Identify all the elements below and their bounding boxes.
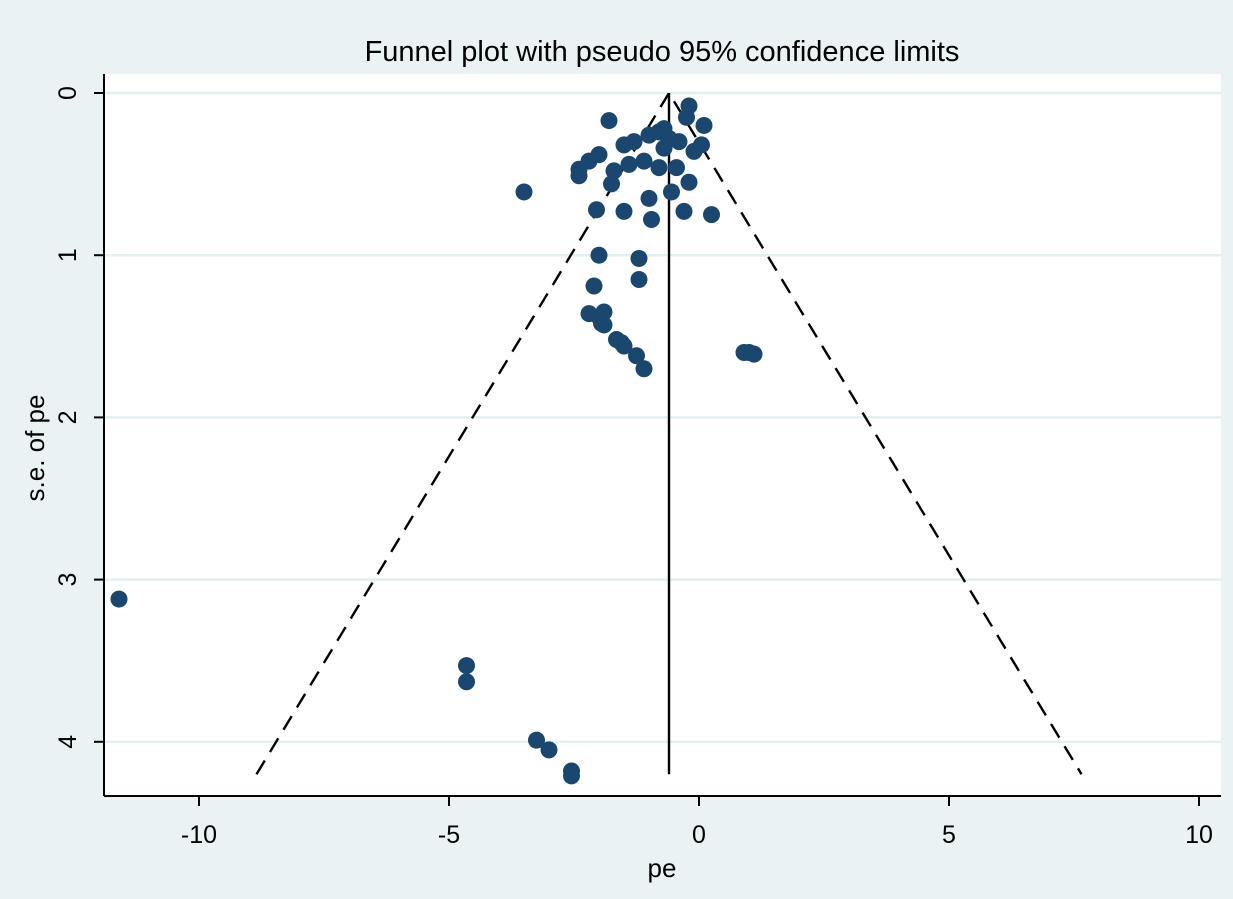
y-axis-label: s.e. of pe	[20, 395, 50, 502]
grid-lines	[104, 91, 1221, 744]
data-point	[703, 206, 720, 224]
x-tick-label: -10	[181, 821, 217, 849]
x-tick-label: 5	[942, 821, 956, 849]
data-point	[668, 159, 685, 177]
x-axis-label: pe	[648, 853, 677, 883]
chart-title: Funnel plot with pseudo 95% confidence l…	[365, 36, 960, 68]
data-point	[628, 347, 645, 365]
data-point	[458, 657, 475, 675]
y-tick-label: 3	[54, 573, 82, 587]
data-point	[663, 183, 680, 201]
data-point	[678, 108, 695, 126]
data-point	[620, 155, 638, 173]
data-point	[745, 345, 763, 363]
x-tick-label: 0	[692, 821, 706, 849]
data-point	[640, 126, 658, 144]
data-point	[600, 112, 618, 130]
plot-area	[104, 74, 1221, 796]
y-tick-label: 0	[54, 86, 82, 100]
data-point	[650, 159, 668, 177]
data-point	[528, 731, 545, 749]
data-point	[458, 673, 475, 691]
data-point	[685, 142, 703, 160]
x-tick-label: -5	[438, 821, 460, 849]
data-point	[590, 246, 608, 264]
x-tick-label: 10	[1185, 821, 1213, 849]
data-point	[570, 167, 588, 185]
data-point	[603, 175, 620, 193]
data-point	[605, 162, 623, 180]
data-point	[540, 741, 558, 759]
data-point	[615, 136, 633, 154]
data-point	[588, 201, 605, 219]
data-point	[515, 183, 533, 201]
data-point	[655, 139, 673, 157]
confidence-limit-lines	[255, 90, 1083, 775]
data-point	[595, 316, 613, 334]
data-point	[615, 337, 633, 355]
data-point	[640, 189, 658, 207]
data-points	[110, 97, 763, 785]
data-point	[615, 202, 633, 220]
data-point	[695, 116, 713, 134]
confidence-limit-line	[255, 90, 1083, 775]
data-point	[680, 173, 698, 191]
y-tick-label: 2	[54, 410, 82, 424]
data-point	[670, 133, 688, 151]
data-point	[585, 277, 603, 295]
data-point	[630, 271, 648, 289]
data-point	[675, 202, 693, 220]
data-point	[635, 360, 653, 378]
axes: -10 -5 0 5 10 0 1 2 3 4	[54, 74, 1221, 849]
data-point	[643, 211, 660, 229]
y-tick-label: 4	[54, 735, 82, 749]
data-point	[563, 767, 580, 785]
data-point	[110, 590, 128, 608]
data-point	[635, 152, 653, 170]
data-point	[630, 249, 648, 267]
y-tick-label: 1	[54, 248, 82, 262]
